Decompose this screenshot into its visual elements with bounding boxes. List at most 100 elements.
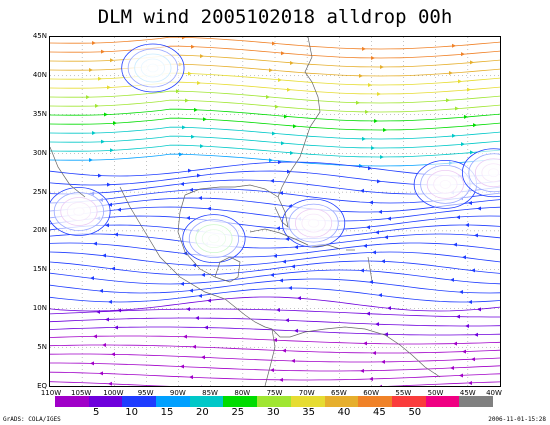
streamline-arrow xyxy=(105,223,109,228)
streamline xyxy=(50,215,500,231)
streamline-arrow xyxy=(366,311,370,316)
lat-label: 25N xyxy=(32,187,47,196)
lon-label: 105W xyxy=(71,389,92,397)
footer-credit: GrADS: COLA/IGES xyxy=(3,416,61,423)
lon-label: 70W xyxy=(298,389,315,397)
streamline-arrow xyxy=(452,43,456,48)
streamline xyxy=(50,296,500,312)
streamline-arrow xyxy=(201,355,205,360)
colorbar-segment xyxy=(223,396,258,407)
streamline-arrow xyxy=(272,41,276,46)
lon-label: 100W xyxy=(103,389,124,397)
streamline-arrow xyxy=(191,44,195,49)
streamline-arrow xyxy=(468,200,472,205)
lat-label: 5N xyxy=(37,343,47,352)
lat-label: 20N xyxy=(32,226,47,235)
lat-label: 45N xyxy=(32,32,47,40)
streamline-arrow xyxy=(201,272,205,277)
streamline-arrow xyxy=(188,71,192,76)
streamline-arrow xyxy=(92,130,96,135)
lon-label: 50W xyxy=(427,389,444,397)
streamline-arrow xyxy=(98,76,102,81)
streamline-arrow xyxy=(360,268,364,273)
streamline-arrow xyxy=(270,178,274,183)
streamline xyxy=(50,144,500,158)
streamline-arrow xyxy=(455,106,459,111)
streamline-arrow xyxy=(203,117,207,122)
streamline-arrow xyxy=(107,182,111,187)
streamline-arrow xyxy=(117,308,121,313)
colorbar-segment xyxy=(156,396,190,407)
streamline-arrow xyxy=(189,375,193,380)
streamline-arrow xyxy=(362,46,366,51)
streamline-arrow xyxy=(180,364,184,369)
streamline-arrow xyxy=(207,298,211,303)
colorbar-segment xyxy=(88,396,123,407)
streamline xyxy=(50,381,500,386)
streamline-arrow xyxy=(371,145,375,150)
streamline-arrow xyxy=(111,266,115,271)
streamline-arrow xyxy=(468,380,472,385)
coastlines xyxy=(50,37,441,386)
streamline-arrow xyxy=(111,352,115,357)
streamline xyxy=(50,362,500,372)
colorbar-label: 20 xyxy=(196,407,209,418)
streamline-arrow xyxy=(102,253,106,258)
streamline-arrow xyxy=(294,245,298,250)
streamline-arrow xyxy=(293,124,297,129)
streamline xyxy=(50,260,500,276)
streamline-arrow xyxy=(93,334,97,339)
streamline-arrow xyxy=(117,207,121,212)
streamline-arrow xyxy=(471,357,475,362)
streamline-arrow xyxy=(377,91,381,96)
streamline-arrow xyxy=(86,95,90,100)
lat-label: 15N xyxy=(32,265,47,274)
colorbar-label: 30 xyxy=(266,407,280,418)
grid-lines xyxy=(50,37,500,386)
streamline-arrow xyxy=(374,118,378,123)
streamline-arrow xyxy=(474,332,478,337)
streamline-arrow xyxy=(372,250,376,255)
streamline-arrow xyxy=(272,131,276,136)
lon-label: 40W xyxy=(486,389,502,397)
colorbar-segment xyxy=(358,396,392,407)
streamline-arrow xyxy=(369,377,373,382)
lon-label: 60W xyxy=(363,389,380,397)
lon-label: 85W xyxy=(202,389,218,397)
streamline-arrow xyxy=(383,127,387,132)
streamline-arrow xyxy=(387,216,391,221)
streamline xyxy=(50,278,500,294)
streamline-arrow xyxy=(183,251,187,256)
streamline-arrow xyxy=(108,299,112,304)
streamline xyxy=(50,153,500,167)
streamline-arrow xyxy=(450,277,454,282)
lon-label: 45W xyxy=(459,389,476,397)
streamline-arrow xyxy=(369,200,373,205)
streamline-arrow xyxy=(468,299,472,304)
streamline-arrow xyxy=(185,98,189,103)
streamline xyxy=(50,371,500,381)
streamline-arrow xyxy=(198,293,202,298)
streamline-arrow xyxy=(279,278,283,283)
streamline xyxy=(50,308,500,318)
streamline-arrow xyxy=(194,107,198,112)
colorbar-label: 50 xyxy=(408,407,422,418)
streamline-arrow xyxy=(110,58,114,63)
colorbar-segment xyxy=(257,396,291,407)
streamline-arrow xyxy=(273,338,277,343)
streamline-arrow xyxy=(456,215,460,220)
streamline-arrow xyxy=(282,259,286,264)
streamline-arrow xyxy=(366,225,370,230)
colorbar-label: 10 xyxy=(125,407,138,418)
streamline xyxy=(50,72,500,86)
streamline-arrow xyxy=(363,243,367,248)
streamline-arrow xyxy=(465,323,469,328)
streamline-arrow xyxy=(375,322,379,327)
streamline-arrow xyxy=(450,366,454,371)
lon-label: 55W xyxy=(395,389,412,397)
streamline-arrow xyxy=(360,368,364,373)
streamline-arrow xyxy=(379,384,382,386)
streamline-arrow xyxy=(273,253,277,258)
streamline xyxy=(50,45,500,59)
lat-label: 30N xyxy=(32,148,47,157)
